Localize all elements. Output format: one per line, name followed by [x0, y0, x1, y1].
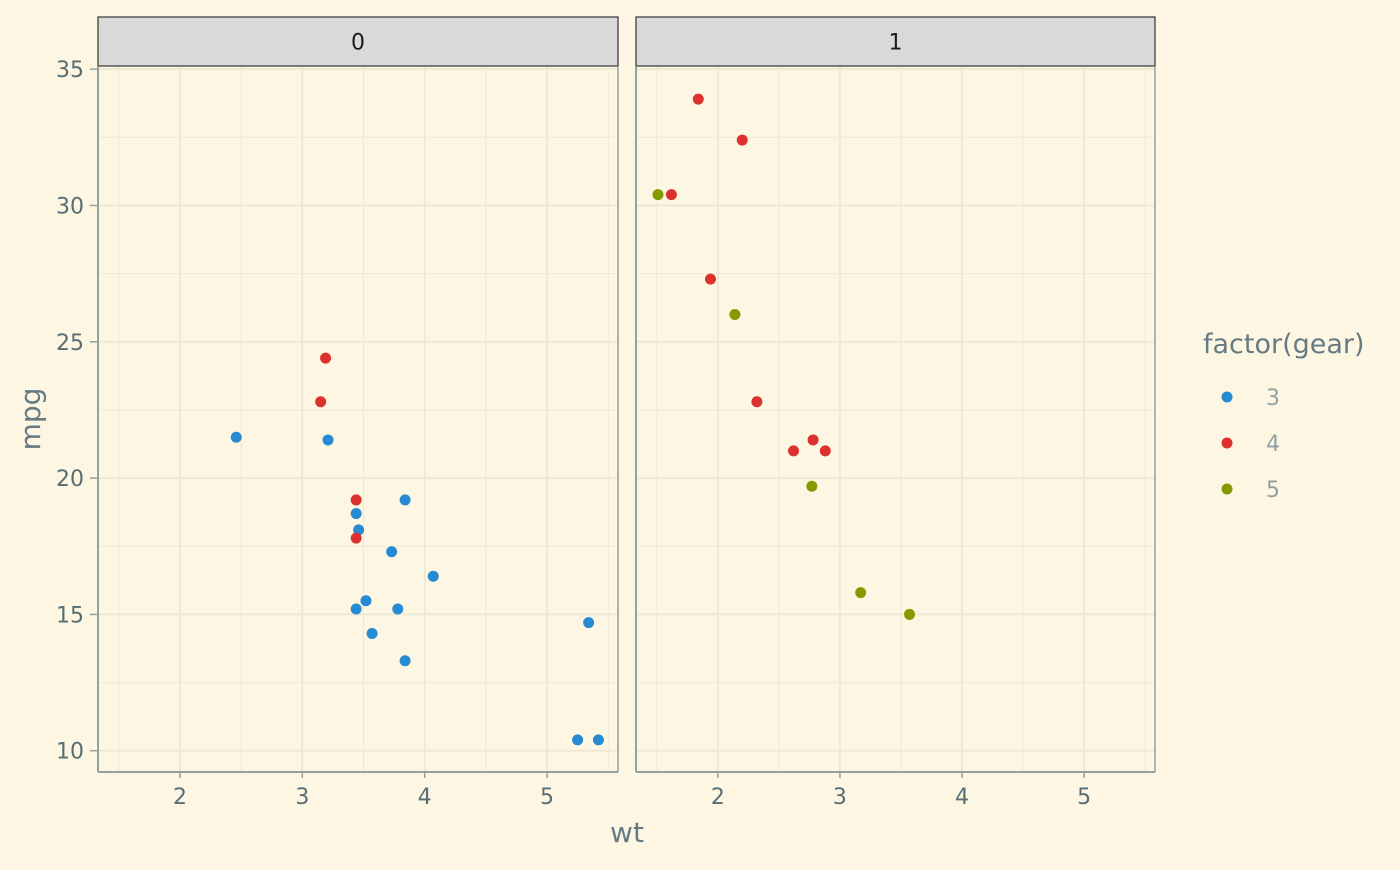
- data-point: [583, 617, 595, 629]
- data-point: [350, 508, 362, 520]
- data-point: [386, 546, 398, 558]
- data-point: [806, 480, 818, 492]
- data-point: [350, 532, 362, 544]
- data-point: [788, 445, 800, 457]
- data-point: [729, 309, 741, 321]
- data-point: [665, 189, 677, 201]
- data-point: [392, 603, 404, 615]
- data-point: [751, 396, 763, 408]
- x-tick-label: 4: [955, 785, 969, 810]
- x-tick-label: 4: [418, 785, 432, 810]
- facet-strip: [97, 16, 619, 67]
- legend-label: 4: [1266, 432, 1280, 457]
- data-point: [399, 655, 411, 667]
- data-point: [360, 595, 372, 607]
- y-tick-label: 25: [56, 331, 84, 356]
- data-point: [736, 134, 748, 146]
- data-point: [855, 587, 867, 599]
- data-point: [320, 352, 332, 364]
- data-point: [322, 434, 334, 446]
- facet-strip-label: 0: [351, 31, 365, 56]
- y-axis-title: mpg: [14, 388, 47, 451]
- data-point: [819, 445, 831, 457]
- data-point: [652, 189, 664, 201]
- y-tick-label: 15: [56, 603, 84, 628]
- facet-strip: [635, 16, 1156, 67]
- legend-key: [1221, 437, 1233, 449]
- data-point: [704, 273, 716, 285]
- data-point: [572, 734, 584, 746]
- data-point: [315, 396, 327, 408]
- legend-label: 5: [1266, 478, 1280, 503]
- data-point: [904, 608, 916, 620]
- data-point: [350, 494, 362, 506]
- y-tick-label: 35: [56, 58, 84, 83]
- data-point: [427, 570, 439, 582]
- y-tick-label: 20: [56, 467, 84, 492]
- data-point: [350, 603, 362, 615]
- data-point: [692, 93, 704, 105]
- data-point: [399, 494, 411, 506]
- x-tick-label: 5: [540, 785, 554, 810]
- legend-key: [1221, 483, 1233, 495]
- data-point: [592, 734, 604, 746]
- x-axis-title: wt: [610, 816, 644, 849]
- x-tick-label: 5: [1077, 785, 1091, 810]
- y-tick-label: 30: [56, 194, 84, 219]
- y-tick-label: 10: [56, 740, 84, 765]
- x-tick-label: 2: [173, 785, 187, 810]
- x-tick-label: 3: [295, 785, 309, 810]
- x-tick-label: 3: [833, 785, 847, 810]
- data-point: [366, 628, 378, 640]
- data-point: [807, 434, 819, 446]
- facet-strip-label: 1: [889, 31, 903, 56]
- legend-title: factor(gear): [1203, 329, 1365, 360]
- legend-key: [1221, 391, 1233, 403]
- x-tick-label: 2: [711, 785, 725, 810]
- legend-label: 3: [1266, 386, 1280, 411]
- data-point: [230, 431, 242, 443]
